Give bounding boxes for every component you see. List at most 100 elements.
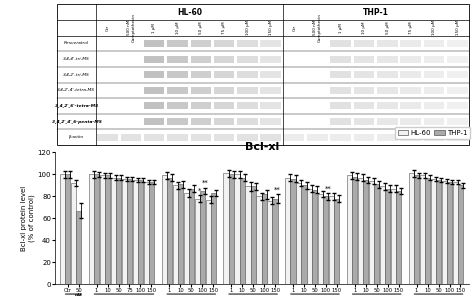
Bar xyxy=(261,71,281,78)
Bar xyxy=(447,71,468,78)
Bar xyxy=(149,182,154,284)
Text: **: ** xyxy=(274,186,281,192)
Bar xyxy=(122,179,127,284)
Bar xyxy=(391,189,396,284)
Bar xyxy=(385,189,390,284)
Text: 100 μM: 100 μM xyxy=(246,20,250,36)
Bar xyxy=(100,176,105,284)
Bar xyxy=(442,181,447,284)
Text: 75 μM: 75 μM xyxy=(222,22,227,34)
Bar xyxy=(354,87,374,94)
Bar xyxy=(214,102,234,110)
Bar xyxy=(377,56,398,63)
Bar xyxy=(436,180,441,284)
Text: 150 μM: 150 μM xyxy=(456,20,460,36)
Bar xyxy=(144,102,164,110)
Bar xyxy=(167,178,172,284)
Bar xyxy=(396,191,401,284)
Text: HL-60: HL-60 xyxy=(177,8,202,17)
Bar xyxy=(256,196,262,284)
Bar xyxy=(127,179,132,284)
Bar xyxy=(214,56,234,63)
Bar xyxy=(144,71,164,78)
Text: 50 μM: 50 μM xyxy=(386,22,390,34)
Bar xyxy=(191,102,211,110)
Bar xyxy=(323,196,328,284)
Bar xyxy=(447,118,468,125)
Text: **: ** xyxy=(201,180,208,186)
Bar xyxy=(167,102,188,110)
Bar xyxy=(267,201,273,284)
Bar xyxy=(401,102,421,110)
Bar xyxy=(296,183,301,284)
Bar xyxy=(76,211,81,284)
Bar xyxy=(401,118,421,125)
Text: 75 μM: 75 μM xyxy=(409,22,413,34)
Text: 1 μM: 1 μM xyxy=(152,23,156,33)
Bar xyxy=(318,194,323,284)
Bar xyxy=(354,134,374,141)
Bar xyxy=(401,134,421,141)
Bar xyxy=(431,179,436,284)
Bar xyxy=(94,174,99,284)
Bar xyxy=(261,56,281,63)
Text: 3,4,2',6'-tetra-MS: 3,4,2',6'-tetra-MS xyxy=(55,104,98,108)
Bar xyxy=(458,185,463,284)
Bar xyxy=(330,118,351,125)
Bar xyxy=(57,4,469,145)
Bar xyxy=(261,118,281,125)
Bar xyxy=(178,184,183,284)
Bar xyxy=(214,40,234,47)
Bar xyxy=(138,180,143,284)
Bar xyxy=(363,180,368,284)
Bar xyxy=(144,87,164,94)
Bar xyxy=(191,56,211,63)
Bar xyxy=(330,134,351,141)
Text: THP-1: THP-1 xyxy=(363,8,389,17)
Text: 150 μM: 150 μM xyxy=(269,20,273,36)
Text: 10 μM: 10 μM xyxy=(176,22,180,34)
Bar xyxy=(237,40,258,47)
Bar xyxy=(329,196,334,284)
Bar xyxy=(377,102,398,110)
Bar xyxy=(273,199,278,284)
Bar xyxy=(425,178,430,284)
Bar xyxy=(401,40,421,47)
Bar xyxy=(237,134,258,141)
Bar xyxy=(380,186,385,284)
Bar xyxy=(301,185,307,284)
Bar xyxy=(191,87,211,94)
Bar xyxy=(420,176,425,284)
Bar xyxy=(214,134,234,141)
Bar xyxy=(330,87,351,94)
Bar xyxy=(424,134,444,141)
Bar xyxy=(251,186,255,284)
Bar xyxy=(65,174,70,284)
Bar xyxy=(237,87,258,94)
Bar xyxy=(401,71,421,78)
Bar xyxy=(330,56,351,63)
Bar xyxy=(183,193,189,284)
Bar xyxy=(261,134,281,141)
Bar xyxy=(89,174,94,284)
Bar xyxy=(239,178,245,284)
Bar xyxy=(191,40,211,47)
Bar xyxy=(162,176,167,284)
Bar xyxy=(401,56,421,63)
Bar xyxy=(447,87,468,94)
Bar xyxy=(144,118,164,125)
Bar xyxy=(191,71,211,78)
Bar xyxy=(237,56,258,63)
Text: 50 μM: 50 μM xyxy=(199,22,203,34)
Bar xyxy=(377,87,398,94)
Bar xyxy=(261,40,281,47)
Text: Ctr: Ctr xyxy=(292,25,296,31)
Bar xyxy=(120,134,141,141)
Bar xyxy=(228,174,234,284)
Text: 3,4,4'-tri-MS: 3,4,4'-tri-MS xyxy=(63,57,90,61)
Bar xyxy=(330,71,351,78)
Text: 100 μM: 100 μM xyxy=(432,20,436,36)
Text: β-actin: β-actin xyxy=(69,135,84,139)
Bar xyxy=(167,71,188,78)
Text: Resveratrol: Resveratrol xyxy=(64,41,89,46)
